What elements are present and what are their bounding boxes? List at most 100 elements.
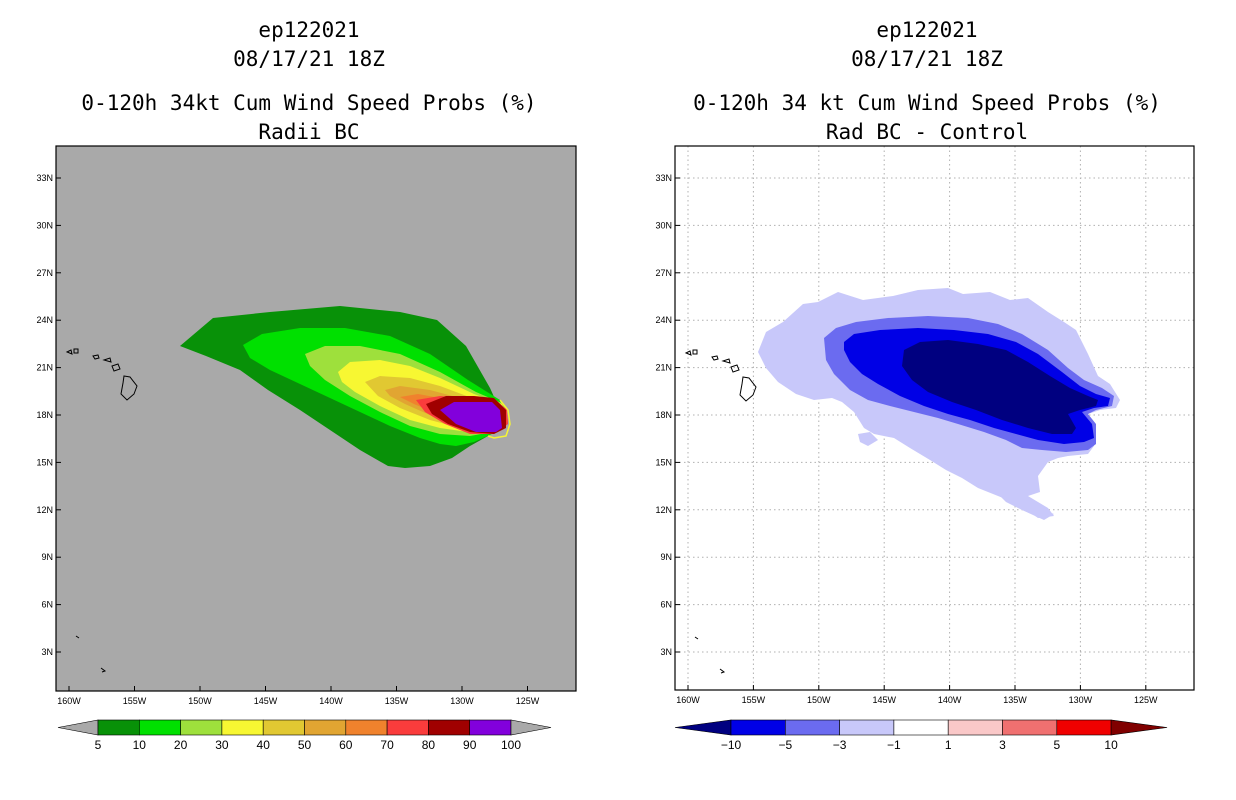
- right-x-axis: 160W 155W 150W 145W 140W 135W 130W 125W: [676, 685, 1158, 705]
- y-tick-label: 12N: [655, 505, 672, 515]
- x-tick-label: 150W: [807, 695, 831, 705]
- x-tick-label: 125W: [1134, 695, 1158, 705]
- x-tick-label: 135W: [385, 696, 409, 706]
- right-storm-id: ep122021: [876, 18, 978, 42]
- left-y-axis: 3N 6N 9N 12N 15N 18N 21N 24N 27N 30N 33N: [36, 173, 61, 657]
- right-colorbar: −10 −5 −3 −1 1 3 5 10: [674, 719, 1168, 752]
- y-tick-label: 3N: [660, 647, 672, 657]
- colorbar-label: 10: [133, 738, 147, 752]
- right-map-frame: [674, 145, 1195, 691]
- y-tick-label: 24N: [36, 315, 53, 325]
- right-map-svg: 3N 6N 9N 12N 15N 18N 21N 24N 27N 30N 33N 160W 155W 1…: [655, 145, 1195, 752]
- colorbar-under-triangle: [674, 719, 732, 736]
- colorbar-over-triangle: [510, 719, 552, 736]
- colorbar-label: 70: [380, 738, 394, 752]
- colorbar-label: 1: [945, 738, 952, 752]
- y-tick-label: 33N: [655, 173, 672, 183]
- colorbar-under-triangle: [57, 719, 99, 736]
- y-tick-label: 6N: [660, 600, 672, 610]
- right-datetime: 08/17/21 18Z: [851, 47, 1003, 71]
- right-coastlines: [684, 349, 757, 674]
- x-tick-label: 155W: [123, 696, 147, 706]
- colorbar-swatch: [785, 719, 840, 736]
- right-panel: ep122021 08/17/21 18Z 0-120h 34 kt Cum W…: [618, 0, 1236, 800]
- left-coastlines: [65, 348, 138, 673]
- y-tick-label: 24N: [655, 315, 672, 325]
- x-tick-label: 130W: [1069, 695, 1093, 705]
- x-tick-label: 150W: [188, 696, 212, 706]
- right-title: 0-120h 34 kt Cum Wind Speed Probs (%): [693, 91, 1161, 115]
- left-title: 0-120h 34kt Cum Wind Speed Probs (%): [81, 91, 537, 115]
- prob-90-100: [440, 402, 502, 432]
- colorbar-swatch: [386, 719, 429, 736]
- right-subtitle: Rad BC - Control: [825, 120, 1029, 144]
- colorbar-swatch: [1056, 719, 1112, 736]
- colorbar-label: 40: [257, 738, 271, 752]
- y-tick-label: 18N: [655, 410, 672, 420]
- colorbar-swatch: [893, 719, 949, 736]
- y-tick-label: 30N: [655, 220, 672, 230]
- diff-navy: [902, 340, 1098, 434]
- left-x-axis: 160W 155W 150W 145W 140W 135W 130W 125W: [57, 686, 540, 706]
- colorbar-label: 90: [463, 738, 477, 752]
- y-tick-label: 33N: [36, 173, 53, 183]
- colorbar-swatch: [469, 719, 512, 736]
- y-tick-label: 3N: [41, 647, 53, 657]
- colorbar-swatch: [221, 719, 264, 736]
- y-tick-label: 18N: [36, 410, 53, 420]
- colorbar-swatch: [304, 719, 347, 736]
- x-tick-label: 140W: [938, 695, 962, 705]
- colorbar-label: −5: [778, 738, 792, 752]
- prob-edge-outline: [487, 399, 511, 439]
- colorbar-label: −1: [887, 738, 901, 752]
- colorbar-swatch: [730, 719, 786, 736]
- x-tick-label: 155W: [742, 695, 766, 705]
- x-tick-label: 145W: [254, 696, 278, 706]
- colorbar-label: −3: [833, 738, 847, 752]
- colorbar-label: 10: [1104, 738, 1118, 752]
- left-map-frame: [55, 145, 577, 692]
- right-y-axis: 3N 6N 9N 12N 15N 18N 21N 24N 27N 30N 33N: [655, 173, 680, 657]
- colorbar-label: 30: [215, 738, 229, 752]
- colorbar-label: 5: [1053, 738, 1060, 752]
- x-tick-label: 130W: [450, 696, 474, 706]
- y-tick-label: 27N: [36, 268, 53, 278]
- colorbar-swatch: [345, 719, 388, 736]
- colorbar-swatch: [428, 719, 470, 736]
- colorbar-label: 3: [999, 738, 1006, 752]
- colorbar-swatch: [262, 719, 305, 736]
- x-tick-label: 135W: [1003, 695, 1027, 705]
- colorbar-over-triangle: [1110, 719, 1168, 736]
- colorbar-swatch: [139, 719, 181, 736]
- left-panel: ep122021 08/17/21 18Z 0-120h 34kt Cum Wi…: [36, 18, 577, 752]
- right-gridlines: [675, 146, 1194, 690]
- y-tick-label: 12N: [36, 505, 53, 515]
- y-tick-label: 6N: [41, 600, 53, 610]
- y-tick-label: 9N: [41, 552, 53, 562]
- colorbar-label: 100: [501, 738, 521, 752]
- left-probability-fields: [180, 306, 511, 468]
- colorbar-label: 50: [298, 738, 312, 752]
- colorbar-swatch: [1002, 719, 1058, 736]
- y-tick-label: 15N: [36, 457, 53, 467]
- colorbar-label: 20: [174, 738, 188, 752]
- x-tick-label: 160W: [57, 696, 81, 706]
- x-tick-label: 125W: [516, 696, 540, 706]
- colorbar-swatch: [839, 719, 895, 736]
- y-tick-label: 9N: [660, 552, 672, 562]
- y-tick-label: 30N: [36, 220, 53, 230]
- colorbar-label: 80: [422, 738, 436, 752]
- y-tick-label: 21N: [36, 363, 53, 373]
- y-tick-label: 21N: [655, 363, 672, 373]
- x-tick-label: 160W: [676, 695, 700, 705]
- x-tick-label: 140W: [319, 696, 343, 706]
- right-difference-fields: [758, 288, 1120, 520]
- colorbar-swatch: [947, 719, 1003, 736]
- colorbar-label: 60: [339, 738, 353, 752]
- left-colorbar: 5 10 20 30 40 50 60 70 80 90 100: [57, 719, 552, 752]
- left-subtitle: Radii BC: [258, 120, 360, 144]
- colorbar-swatch: [97, 719, 140, 736]
- y-tick-label: 27N: [655, 268, 672, 278]
- y-tick-label: 15N: [655, 457, 672, 467]
